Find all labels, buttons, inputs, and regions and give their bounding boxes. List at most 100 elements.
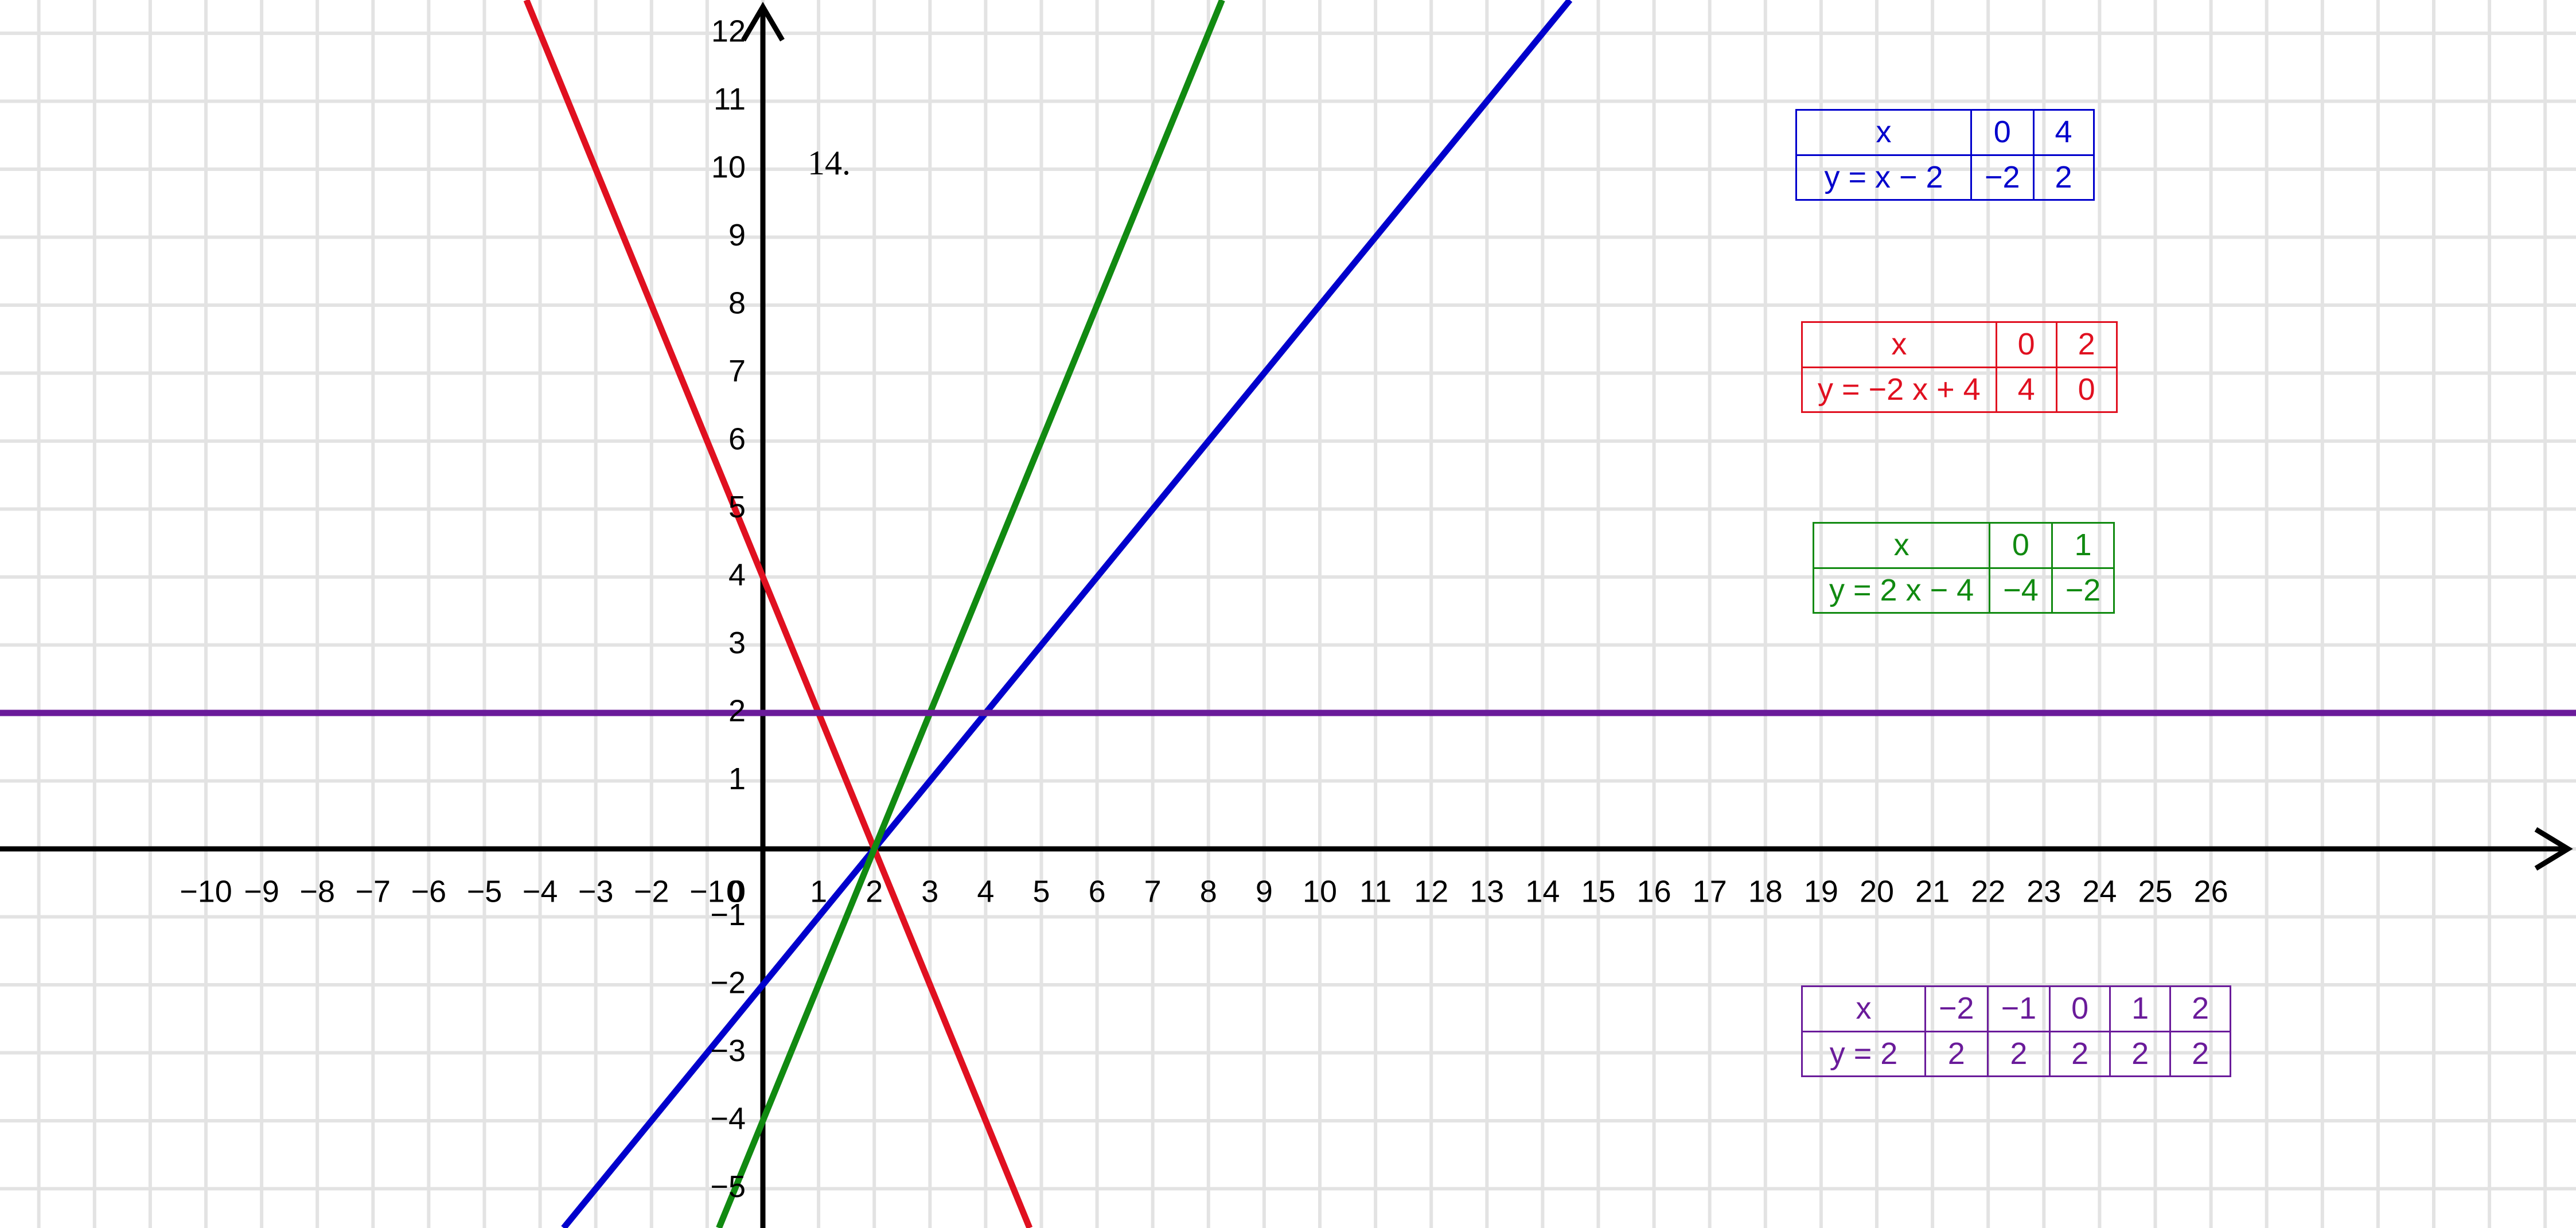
- svg-text:13: 13: [1470, 874, 1504, 909]
- svg-text:1: 1: [728, 762, 746, 796]
- svg-text:14: 14: [1525, 874, 1560, 909]
- svg-text:25: 25: [2138, 874, 2172, 909]
- svg-text:9: 9: [728, 218, 746, 252]
- svg-text:−1: −1: [689, 874, 725, 909]
- table-row: x −2 −1 0 1 2: [1801, 985, 2232, 1032]
- svg-text:7: 7: [728, 354, 746, 388]
- purple-x-value-3: 1: [2109, 985, 2172, 1032]
- table-row: y = 2 x − 4 −4 −2: [1812, 567, 2115, 614]
- svg-text:10: 10: [1303, 874, 1337, 909]
- svg-text:17: 17: [1693, 874, 1727, 909]
- svg-text:4: 4: [728, 558, 746, 592]
- svg-text:12: 12: [1414, 874, 1448, 909]
- red-y-value-0: 4: [1995, 366, 2057, 414]
- red-x-header: x: [1801, 321, 1997, 368]
- svg-text:22: 22: [1971, 874, 2005, 909]
- blue-x-header: x: [1795, 109, 1972, 156]
- svg-text:1: 1: [810, 874, 827, 909]
- blue-x-value-1: 4: [2032, 109, 2095, 156]
- purple-y-value-4: 2: [2169, 1030, 2232, 1078]
- blue-y-value-0: −2: [1970, 154, 2035, 201]
- svg-text:−2: −2: [710, 965, 746, 1000]
- svg-text:11: 11: [714, 82, 746, 116]
- svg-text:12: 12: [711, 14, 746, 48]
- green-y-value-1: −2: [2051, 567, 2115, 614]
- table-row: x 0 2: [1801, 321, 2118, 368]
- svg-text:2: 2: [866, 874, 883, 909]
- green-equation: y = 2 x − 4: [1812, 567, 1991, 614]
- svg-text:26: 26: [2194, 874, 2228, 909]
- svg-text:8: 8: [1200, 874, 1217, 909]
- svg-text:−4: −4: [523, 874, 558, 909]
- svg-text:−2: −2: [634, 874, 669, 909]
- svg-text:2: 2: [728, 693, 746, 728]
- svg-text:−4: −4: [710, 1101, 746, 1136]
- svg-text:20: 20: [1860, 874, 1894, 909]
- svg-text:−5: −5: [467, 874, 502, 909]
- table-row: y = 2 2 2 2 2 2: [1801, 1030, 2232, 1078]
- svg-text:−5: −5: [710, 1169, 746, 1204]
- svg-text:10: 10: [711, 150, 746, 184]
- purple-x-value-1: −1: [1986, 985, 2051, 1032]
- svg-text:18: 18: [1748, 874, 1783, 909]
- svg-text:0: 0: [728, 874, 746, 909]
- svg-text:0: 0: [726, 874, 743, 909]
- svg-text:−3: −3: [710, 1034, 746, 1068]
- purple-y-value-0: 2: [1924, 1030, 1989, 1078]
- value-table-red: x 0 2 y = −2 x + 4 4 0: [1801, 321, 2118, 414]
- svg-text:15: 15: [1581, 874, 1615, 909]
- svg-text:−1: −1: [710, 898, 746, 932]
- svg-text:−3: −3: [578, 874, 614, 909]
- green-x-value-1: 1: [2051, 522, 2115, 569]
- problem-number-label: 14.: [808, 144, 851, 182]
- svg-text:6: 6: [1089, 874, 1106, 909]
- value-table-purple: x −2 −1 0 1 2 y = 2 2 2 2 2 2: [1801, 985, 2232, 1078]
- blue-x-value-0: 0: [1970, 109, 2035, 156]
- tick-labels: −10 −9 −8 −7 −6 −5 −4 −3 −2 −1 0 1 2 3 4 5 6 7 8 9 10 11 12 13 1…: [180, 14, 2228, 1204]
- svg-text:3: 3: [728, 626, 746, 660]
- red-y-value-1: 0: [2055, 366, 2118, 414]
- blue-y-value-1: 2: [2032, 154, 2095, 201]
- green-y-value-0: −4: [1989, 567, 2053, 614]
- svg-text:19: 19: [1804, 874, 1838, 909]
- purple-y-value-3: 2: [2109, 1030, 2172, 1078]
- blue-equation: y = x − 2: [1795, 154, 1972, 201]
- purple-equation: y = 2: [1801, 1030, 1926, 1078]
- svg-text:−10: −10: [180, 874, 232, 909]
- table-row: x 0 1: [1812, 522, 2115, 569]
- svg-text:3: 3: [921, 874, 938, 909]
- table-row: y = −2 x + 4 4 0: [1801, 366, 2118, 414]
- svg-text:−7: −7: [356, 874, 391, 909]
- red-x-value-0: 0: [1995, 321, 2057, 368]
- green-x-value-0: 0: [1989, 522, 2053, 569]
- svg-text:7: 7: [1144, 874, 1162, 909]
- svg-text:−6: −6: [411, 874, 447, 909]
- purple-x-header: x: [1801, 985, 1926, 1032]
- purple-y-value-2: 2: [2049, 1030, 2111, 1078]
- svg-text:16: 16: [1637, 874, 1671, 909]
- svg-text:5: 5: [1032, 874, 1050, 909]
- svg-text:8: 8: [728, 286, 746, 320]
- svg-text:−9: −9: [244, 874, 279, 909]
- value-table-green: x 0 1 y = 2 x − 4 −4 −2: [1812, 522, 2115, 614]
- green-x-header: x: [1812, 522, 1991, 569]
- svg-text:9: 9: [1256, 874, 1273, 909]
- svg-text:−8: −8: [299, 874, 335, 909]
- purple-y-value-1: 2: [1986, 1030, 2051, 1078]
- svg-text:11: 11: [1359, 874, 1392, 909]
- svg-text:24: 24: [2082, 874, 2117, 909]
- purple-x-value-0: −2: [1924, 985, 1989, 1032]
- red-equation: y = −2 x + 4: [1801, 366, 1997, 414]
- svg-text:5: 5: [728, 490, 746, 524]
- purple-x-value-2: 0: [2049, 985, 2111, 1032]
- svg-text:4: 4: [977, 874, 994, 909]
- svg-text:23: 23: [2026, 874, 2061, 909]
- table-row: x 0 4: [1795, 109, 2095, 156]
- table-row: y = x − 2 −2 2: [1795, 154, 2095, 201]
- svg-text:6: 6: [728, 422, 746, 456]
- svg-text:21: 21: [1915, 874, 1950, 909]
- purple-x-value-4: 2: [2169, 985, 2232, 1032]
